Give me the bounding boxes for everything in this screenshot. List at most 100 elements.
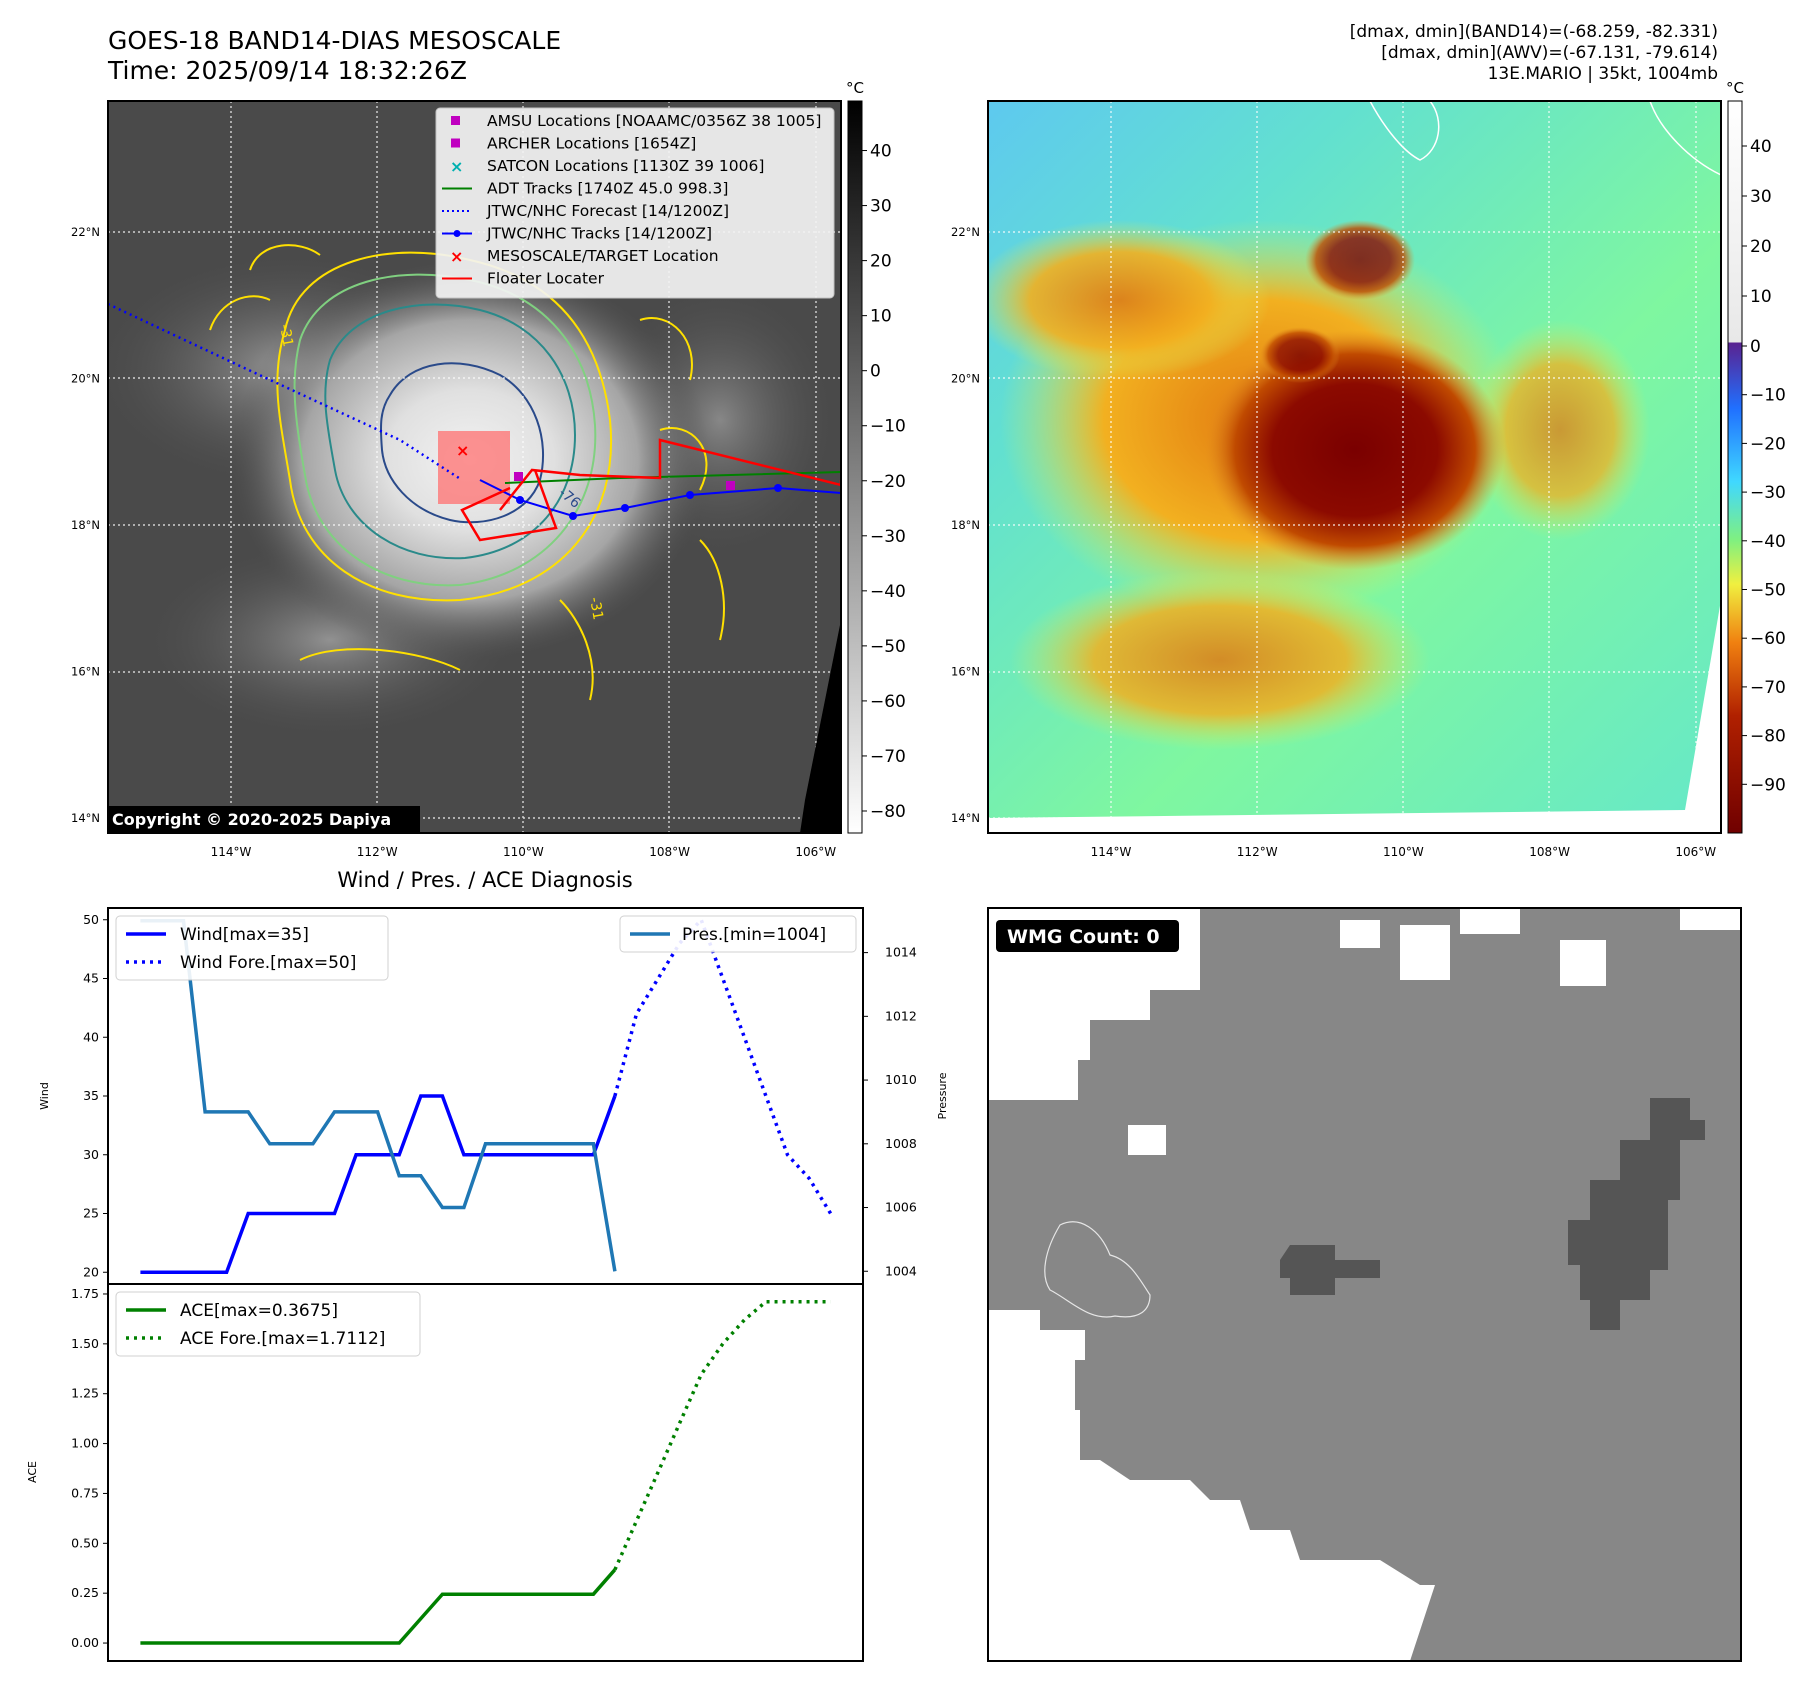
legend-marker-square — [451, 138, 460, 148]
ace-fore-legend-label: ACE Fore.[max=1.7112] — [180, 1329, 385, 1349]
colorbar-tick-label: 0 — [870, 362, 881, 382]
mesoscale-box — [438, 431, 510, 504]
enh-cloud-shield — [1470, 320, 1650, 540]
legend-label: MESOSCALE/TARGET Location — [487, 247, 719, 265]
colorbar-tick-label: −40 — [870, 582, 906, 602]
y-tick-label: 20 — [83, 1264, 99, 1279]
contour-blue — [380, 362, 544, 524]
colorbar-tick-label: 10 — [1750, 287, 1772, 307]
diagnosis-title: Wind / Pres. / ACE Diagnosis — [337, 868, 632, 892]
copyright-text: Copyright © 2020-2025 Dapiya — [112, 810, 391, 829]
colorbar-tick-label: −30 — [1750, 483, 1786, 503]
legend-box — [435, 107, 835, 299]
legend-marker-x: × — [450, 247, 463, 266]
colorbar-tick-label: −10 — [1750, 386, 1786, 406]
legend-marker-x: × — [450, 157, 463, 176]
ir-map-panel: × -31 -31 -76 Copyright © 2020-2025 Dapi… — [71, 79, 906, 859]
contour-label: -31 — [586, 596, 606, 621]
colorbar-tick-label: 40 — [1750, 137, 1772, 157]
colorbar-tick-label: 0 — [1750, 337, 1761, 357]
wmg-panel: WMG Count: 0 — [987, 907, 1742, 1662]
enh-colorbar-unit: °C — [1726, 79, 1744, 97]
wmg-coastline — [1044, 1221, 1151, 1318]
copyright-box — [108, 806, 420, 832]
lon-tick-label: 112°W — [357, 845, 398, 859]
lon-tick-label: 114°W — [1091, 845, 1132, 859]
wmg-count-box — [996, 920, 1179, 952]
colorbar-tick-label: −40 — [1750, 532, 1786, 552]
y-tick-label: 40 — [83, 1029, 99, 1044]
colorbar-tick-label: −70 — [1750, 678, 1786, 698]
legend-label: ADT Tracks [1740Z 45.0 998.3] — [487, 180, 728, 198]
lon-tick-label: 108°W — [1529, 845, 1570, 859]
colorbar-tick-label: −70 — [870, 747, 906, 767]
coastline — [1649, 101, 1721, 176]
wind-legend-box — [115, 915, 389, 981]
wmg-frame — [987, 907, 1742, 1662]
storm-info: 13E.MARIO | 35kt, 1004mb — [1487, 64, 1718, 84]
lon-tick-label: 108°W — [649, 845, 690, 859]
lon-tick-label: 110°W — [1383, 845, 1424, 859]
lat-tick-label: 20°N — [951, 372, 980, 386]
ace-axis-label: ACE — [26, 1461, 39, 1483]
enh-gridlines — [988, 101, 1721, 833]
wind-axis-label: Wind — [38, 1082, 51, 1110]
legend-label: Floater Locater — [487, 270, 605, 288]
legend-marker-dot — [453, 230, 461, 237]
legend-marker-square — [451, 116, 460, 125]
best-track-points — [516, 484, 782, 520]
pressure-legend-label: Pres.[min=1004] — [682, 925, 826, 945]
colorbar-tick-label: −80 — [1750, 727, 1786, 747]
y-tick-label: 35 — [83, 1088, 99, 1103]
ace-legend-label: ACE[max=0.3675] — [180, 1301, 338, 1321]
lon-tick-label: 114°W — [211, 845, 252, 859]
enh-cloud-shield — [988, 220, 1270, 380]
series-line — [613, 916, 833, 1215]
y-tick-label: 0.75 — [71, 1485, 99, 1500]
y2-tick-label: 1012 — [885, 1008, 917, 1023]
colorbar-tick-label: −90 — [1750, 775, 1786, 795]
y-tick-label: 45 — [83, 971, 99, 986]
y2-tick-label: 1008 — [885, 1136, 917, 1151]
legend-label: SATCON Locations [1130Z 39 1006] — [487, 157, 764, 175]
colorbar-tick-label: 40 — [870, 142, 892, 162]
wind-legend: Wind[max=35] Wind Fore.[max=50] — [115, 915, 389, 981]
contour-teal — [324, 303, 577, 560]
contour-label: -31 — [276, 323, 296, 348]
legend-item: ARCHER Locations [1654Z] — [451, 135, 696, 153]
lat-tick-label: 18°N — [71, 518, 100, 532]
colorbar-tick-label: 10 — [870, 307, 892, 327]
ir-nodata-wedge — [800, 620, 841, 833]
figure-title: GOES-18 BAND14-DIAS MESOSCALE Time: 2025… — [108, 26, 561, 86]
wmg-cold-regions — [1280, 1098, 1705, 1330]
enh-convective-cell — [1305, 220, 1415, 300]
adt-track — [504, 471, 841, 484]
legend-item: JTWC/NHC Tracks [14/1200Z] — [442, 225, 712, 243]
amsu-marker — [514, 472, 523, 481]
ace-legend: ACE[max=0.3675] ACE Fore.[max=1.7112] — [115, 1291, 421, 1357]
ace-legend-box — [115, 1291, 421, 1357]
lon-tick-label: 112°W — [1237, 845, 1278, 859]
enh-map-frame — [987, 100, 1722, 834]
series-line — [613, 1299, 831, 1571]
floater-outline — [460, 438, 841, 542]
y-tick-label: 25 — [83, 1206, 99, 1221]
lon-tick-label: 106°W — [795, 845, 836, 859]
colorbar-tick-label: 20 — [870, 252, 892, 272]
pressure-legend: Pres.[min=1004] — [619, 915, 857, 953]
series-line — [140, 1568, 617, 1645]
y-tick-label: 0.00 — [71, 1635, 99, 1650]
colorbar-tick-label: −50 — [1750, 581, 1786, 601]
legend-label: ARCHER Locations [1654Z] — [487, 135, 696, 153]
y2-tick-label: 1004 — [885, 1263, 917, 1278]
lat-tick-label: 16°N — [951, 665, 980, 679]
wmg-count-label: WMG Count: 0 — [1007, 926, 1160, 948]
colorbar-tick-label: 30 — [1750, 187, 1772, 207]
ir-colorbar — [847, 100, 863, 834]
legend-label: JTWC/NHC Forecast [14/1200Z] — [486, 202, 729, 220]
series-line — [140, 918, 617, 1272]
forecast-track — [108, 302, 463, 482]
diagnosis-panel: Wind / Pres. / ACE Diagnosis Wind Pressu… — [26, 868, 949, 1662]
ir-colorbar-unit: °C — [846, 79, 864, 97]
wind-fore-legend-label: Wind Fore.[max=50] — [180, 953, 356, 973]
